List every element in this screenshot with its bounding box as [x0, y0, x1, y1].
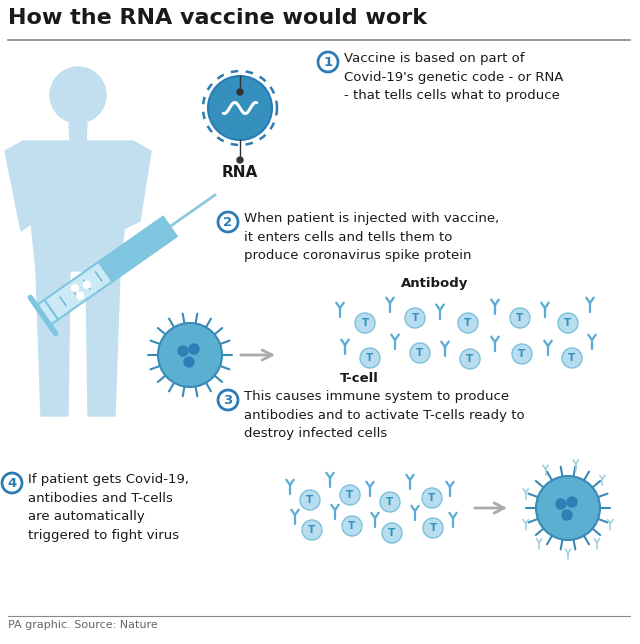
- Polygon shape: [120, 141, 151, 231]
- Circle shape: [510, 308, 530, 328]
- Text: T: T: [308, 525, 316, 535]
- Circle shape: [360, 348, 380, 368]
- Circle shape: [558, 313, 578, 333]
- Text: T: T: [366, 353, 374, 363]
- Text: 2: 2: [223, 216, 232, 229]
- Text: T: T: [465, 318, 472, 328]
- Text: T: T: [516, 313, 524, 323]
- Text: T: T: [417, 348, 424, 358]
- Circle shape: [562, 510, 572, 520]
- Text: Antibody: Antibody: [401, 277, 468, 290]
- Polygon shape: [36, 271, 70, 416]
- Polygon shape: [5, 141, 36, 231]
- Text: T: T: [467, 354, 474, 364]
- Text: T: T: [388, 528, 396, 538]
- Circle shape: [77, 292, 84, 299]
- Circle shape: [158, 323, 222, 387]
- Circle shape: [342, 516, 362, 536]
- Text: T: T: [518, 349, 525, 359]
- Text: T: T: [568, 353, 575, 363]
- Text: When patient is injected with vaccine,
it enters cells and tells them to
produce: When patient is injected with vaccine, i…: [244, 212, 499, 262]
- Circle shape: [302, 520, 322, 540]
- Text: T: T: [412, 313, 419, 323]
- Circle shape: [541, 481, 595, 535]
- Polygon shape: [36, 300, 58, 325]
- Circle shape: [536, 476, 600, 540]
- Text: PA graphic. Source: Nature: PA graphic. Source: Nature: [8, 620, 157, 630]
- Text: If patient gets Covid-19,
antibodies and T-cells
are automatically
triggered to : If patient gets Covid-19, antibodies and…: [28, 473, 189, 542]
- Circle shape: [237, 89, 243, 95]
- Circle shape: [410, 343, 430, 363]
- Text: T: T: [348, 521, 356, 531]
- Text: T: T: [429, 523, 436, 533]
- Circle shape: [460, 349, 480, 369]
- Circle shape: [218, 212, 238, 232]
- Circle shape: [218, 390, 238, 410]
- Circle shape: [380, 492, 400, 512]
- Circle shape: [340, 485, 360, 505]
- Text: T: T: [387, 497, 394, 507]
- Text: T: T: [346, 490, 354, 500]
- Text: 4: 4: [8, 477, 17, 489]
- Circle shape: [72, 285, 79, 292]
- Text: This causes immune system to produce
antibodies and to activate T-cells ready to: This causes immune system to produce ant…: [244, 390, 525, 440]
- Text: 3: 3: [223, 393, 232, 406]
- Circle shape: [405, 308, 425, 328]
- Text: How the RNA vaccine would work: How the RNA vaccine would work: [8, 8, 427, 28]
- Circle shape: [178, 346, 188, 356]
- Circle shape: [458, 313, 478, 333]
- Text: RNA: RNA: [222, 165, 258, 180]
- Circle shape: [556, 499, 566, 509]
- Text: T-cell: T-cell: [340, 372, 379, 385]
- Circle shape: [184, 357, 194, 367]
- Polygon shape: [86, 271, 120, 416]
- Text: T: T: [362, 318, 369, 328]
- Circle shape: [318, 52, 338, 72]
- Circle shape: [189, 344, 199, 354]
- Circle shape: [300, 490, 320, 510]
- Polygon shape: [44, 217, 177, 319]
- Text: T: T: [564, 318, 572, 328]
- Text: Vaccine is based on part of
Covid-19's genetic code - or RNA
- that tells cells : Vaccine is based on part of Covid-19's g…: [344, 52, 563, 102]
- Text: T: T: [307, 495, 314, 505]
- Circle shape: [355, 313, 375, 333]
- Circle shape: [422, 488, 442, 508]
- Circle shape: [2, 473, 22, 493]
- Polygon shape: [98, 217, 177, 282]
- Circle shape: [423, 518, 443, 538]
- Circle shape: [512, 344, 532, 364]
- Circle shape: [562, 348, 582, 368]
- Circle shape: [163, 328, 217, 382]
- Circle shape: [83, 281, 90, 289]
- Polygon shape: [69, 123, 87, 141]
- Circle shape: [382, 523, 402, 543]
- Circle shape: [50, 67, 106, 123]
- Text: T: T: [428, 493, 436, 503]
- Polygon shape: [23, 141, 133, 271]
- Text: 1: 1: [323, 55, 333, 68]
- Circle shape: [567, 497, 577, 507]
- Circle shape: [237, 157, 243, 163]
- Circle shape: [208, 76, 272, 140]
